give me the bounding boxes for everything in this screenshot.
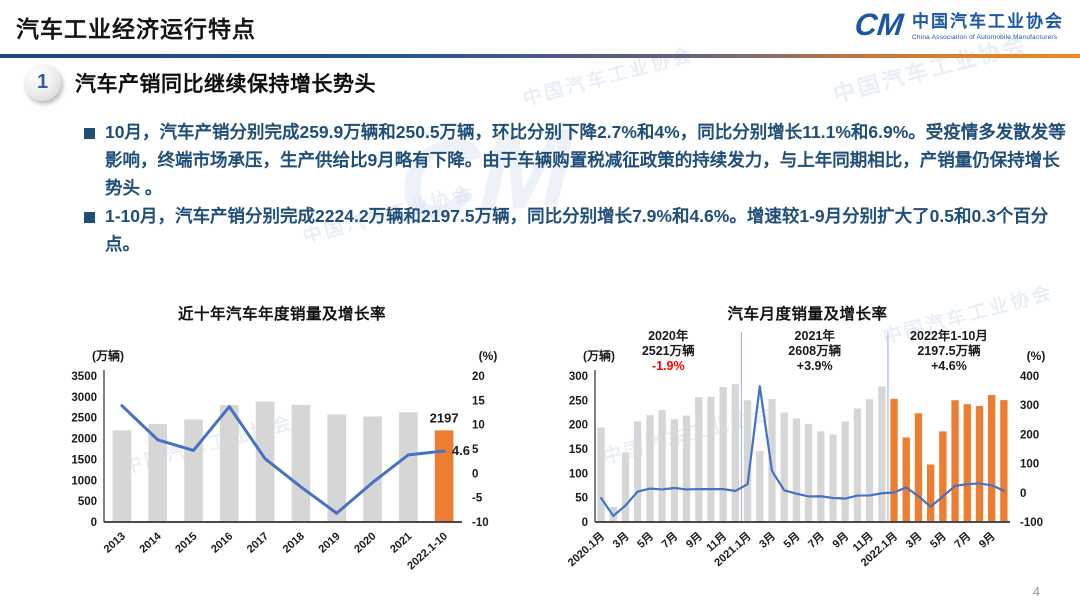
svg-text:2021: 2021 (388, 530, 414, 555)
svg-text:20: 20 (472, 371, 485, 383)
svg-text:300: 300 (1020, 400, 1039, 412)
svg-text:2021年: 2021年 (795, 328, 836, 343)
svg-text:100: 100 (1020, 459, 1039, 471)
svg-text:9月: 9月 (683, 530, 704, 551)
svg-text:(万辆): (万辆) (583, 348, 615, 363)
svg-text:2000: 2000 (71, 434, 97, 446)
svg-text:2020: 2020 (352, 530, 378, 555)
svg-text:3月: 3月 (903, 530, 924, 551)
svg-text:+3.9%: +3.9% (797, 359, 833, 373)
svg-text:0: 0 (1020, 488, 1026, 500)
svg-text:7月: 7月 (659, 530, 680, 551)
section-number-badge: 1 (24, 64, 61, 101)
svg-text:2018: 2018 (281, 530, 307, 555)
header-divider (0, 54, 1080, 58)
svg-text:(万辆): (万辆) (92, 348, 124, 363)
svg-text:3000: 3000 (71, 392, 97, 404)
svg-text:150: 150 (569, 444, 588, 456)
section-header: 1 汽车产销同比继续保持增长势头 (24, 64, 376, 101)
svg-text:2020年: 2020年 (648, 328, 689, 343)
svg-text:-1.9%: -1.9% (652, 359, 685, 373)
svg-text:7月: 7月 (952, 530, 973, 551)
svg-text:0: 0 (582, 517, 588, 529)
svg-text:0: 0 (91, 517, 97, 529)
svg-text:5月: 5月 (635, 530, 656, 551)
bullet-item: 1-10月，汽车产销分别完成2224.2万辆和2197.5万辆，同比分别增长7.… (84, 202, 1068, 258)
page-number: 4 (1032, 584, 1040, 599)
svg-text:9月: 9月 (830, 530, 851, 551)
svg-text:5: 5 (472, 444, 479, 456)
svg-text:9月: 9月 (976, 530, 997, 551)
svg-text:5月: 5月 (781, 530, 802, 551)
svg-text:2197: 2197 (430, 410, 459, 425)
svg-text:2022年1-10月: 2022年1-10月 (910, 328, 988, 343)
svg-text:2014: 2014 (137, 530, 164, 556)
svg-text:1000: 1000 (71, 475, 97, 487)
svg-text:3月: 3月 (610, 530, 631, 551)
svg-text:250: 250 (569, 395, 588, 407)
svg-text:2521万辆: 2521万辆 (642, 343, 695, 358)
annual-chart-canvas: 0 500 1000 1500 2000 2500 3000 3500 -10 -5 0 5 10 15 2… (56, 328, 508, 601)
svg-text:15: 15 (472, 395, 485, 407)
svg-text:2019: 2019 (316, 530, 342, 555)
annual-chart-title: 近十年汽车年度销量及增长率 (177, 306, 386, 323)
bullet-item: 10月，汽车产销分别完成259.9万辆和250.5万辆，环比分别下降2.7%和4… (84, 118, 1068, 202)
svg-text:4.6: 4.6 (452, 443, 470, 458)
svg-text:300: 300 (569, 371, 588, 383)
caam-logo-icon: CM (852, 6, 905, 42)
svg-text:(%): (%) (479, 349, 498, 363)
bullet-text: 10月，汽车产销分别完成259.9万辆和250.5万辆，环比分别下降2.7%和4… (105, 122, 1066, 198)
bullet-text: 1-10月，汽车产销分别完成2224.2万辆和2197.5万辆，同比分别增长7.… (105, 206, 1049, 254)
svg-text:100: 100 (569, 468, 588, 480)
svg-text:2013: 2013 (102, 530, 128, 555)
svg-text:-100: -100 (1020, 517, 1043, 529)
svg-text:200: 200 (569, 420, 588, 432)
caam-logo: CM 中国汽车工业协会 China Association of Automob… (852, 6, 1064, 42)
svg-text:(%): (%) (1027, 349, 1046, 363)
monthly-chart-canvas: 0 50 100 150 200 250 300 -100 0 100 200 300 400 (万辆) (… (545, 328, 1070, 601)
monthly-sales-chart: 汽车月度销量及增长率 0 50 100 150 200 250 300 -100 0 100 200… (545, 302, 1070, 601)
svg-text:2500: 2500 (71, 413, 97, 425)
svg-text:10: 10 (472, 420, 485, 432)
svg-text:50: 50 (575, 493, 588, 505)
annual-sales-chart: 近十年汽车年度销量及增长率 0 500 1000 1500 2000 2500 3000 35… (56, 302, 508, 601)
bullet-square-icon (84, 212, 95, 223)
svg-text:200: 200 (1020, 429, 1039, 441)
svg-text:+4.6%: +4.6% (931, 359, 967, 373)
svg-text:2197.5万辆: 2197.5万辆 (917, 343, 981, 358)
svg-text:1500: 1500 (71, 454, 97, 466)
svg-text:-10: -10 (472, 517, 489, 529)
caam-logo-name: 中国汽车工业协会 (912, 12, 1064, 31)
svg-text:2017: 2017 (245, 530, 271, 555)
svg-text:500: 500 (78, 496, 97, 508)
bullet-square-icon (84, 128, 95, 139)
svg-text:7月: 7月 (805, 530, 826, 551)
svg-text:2015: 2015 (173, 530, 199, 555)
svg-text:400: 400 (1020, 371, 1039, 383)
svg-text:2016: 2016 (209, 530, 235, 555)
svg-text:-5: -5 (472, 493, 483, 505)
svg-text:2608万辆: 2608万辆 (788, 343, 841, 358)
svg-text:2020.1月: 2020.1月 (565, 530, 607, 570)
page-title: 汽车工业经济运行特点 (16, 16, 256, 42)
section-heading: 汽车产销同比继续保持增长势头 (75, 72, 376, 96)
svg-text:5月: 5月 (927, 530, 948, 551)
caam-logo-subtitle: China Association of Automobile Manufact… (912, 34, 1058, 41)
monthly-chart-title: 汽车月度销量及增长率 (727, 306, 888, 323)
svg-text:0: 0 (472, 468, 478, 480)
svg-text:2022.1-10: 2022.1-10 (405, 530, 450, 572)
svg-text:3月: 3月 (757, 530, 778, 551)
bullet-list: 10月，汽车产销分别完成259.9万辆和250.5万辆，环比分别下降2.7%和4… (84, 118, 1068, 258)
svg-text:3500: 3500 (71, 371, 97, 383)
watermark-text: 中国汽车工业协会 (520, 44, 697, 111)
